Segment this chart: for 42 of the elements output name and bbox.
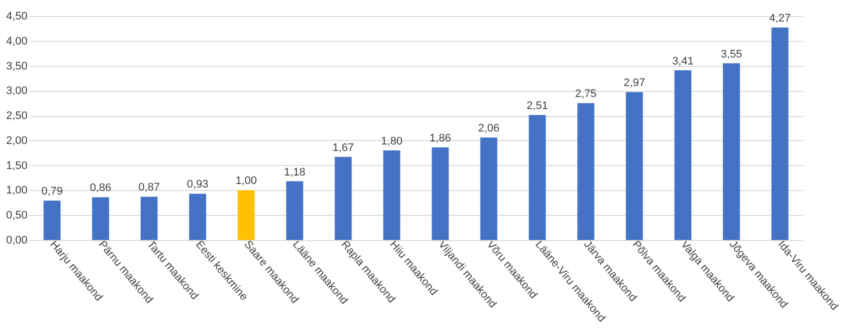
y-tick-label: 1,00 bbox=[6, 184, 28, 197]
y-tick-label: 3,00 bbox=[6, 85, 28, 98]
data-label: 0,79 bbox=[41, 186, 63, 198]
y-tick-label: 1,50 bbox=[6, 160, 28, 172]
data-label: 0,87 bbox=[138, 182, 160, 194]
y-tick-label: 2,00 bbox=[6, 134, 28, 147]
data-label: 0,93 bbox=[186, 178, 208, 191]
bar bbox=[92, 197, 110, 240]
bar bbox=[480, 137, 498, 240]
bar bbox=[238, 190, 255, 240]
y-tick-label: 0,00 bbox=[6, 234, 28, 246]
y-tick-label: 0,50 bbox=[6, 210, 28, 222]
y-tick-label: 3,50 bbox=[6, 60, 28, 72]
data-label: 1,67 bbox=[332, 142, 354, 154]
bar bbox=[528, 115, 546, 240]
bar bbox=[577, 103, 594, 240]
data-label: 2,75 bbox=[575, 88, 597, 100]
data-label: 3,41 bbox=[672, 55, 694, 68]
data-label: 4,27 bbox=[769, 12, 791, 24]
y-tick-label: 4,00 bbox=[6, 35, 28, 48]
data-label: 1,00 bbox=[235, 175, 257, 188]
data-label: 2,06 bbox=[478, 122, 500, 134]
data-label: 0,86 bbox=[90, 182, 112, 194]
data-label: 1,86 bbox=[430, 132, 451, 144]
data-label: 2,51 bbox=[526, 100, 548, 112]
bar bbox=[334, 156, 352, 240]
y-tick-label: 4,50 bbox=[6, 10, 28, 22]
y-tick-label: 2,50 bbox=[6, 110, 28, 122]
data-label: 1,80 bbox=[381, 135, 402, 148]
bar bbox=[286, 181, 304, 240]
bar bbox=[383, 150, 400, 240]
bar bbox=[432, 147, 449, 240]
data-label: 2,97 bbox=[624, 77, 646, 90]
bar bbox=[140, 196, 158, 240]
bar bbox=[771, 27, 788, 240]
data-label: 1,18 bbox=[284, 166, 306, 178]
bar bbox=[189, 194, 206, 240]
data-label: 3,55 bbox=[720, 48, 742, 60]
bar bbox=[626, 92, 643, 240]
bar bbox=[674, 70, 692, 240]
bar bbox=[44, 200, 61, 240]
bar bbox=[722, 63, 740, 240]
